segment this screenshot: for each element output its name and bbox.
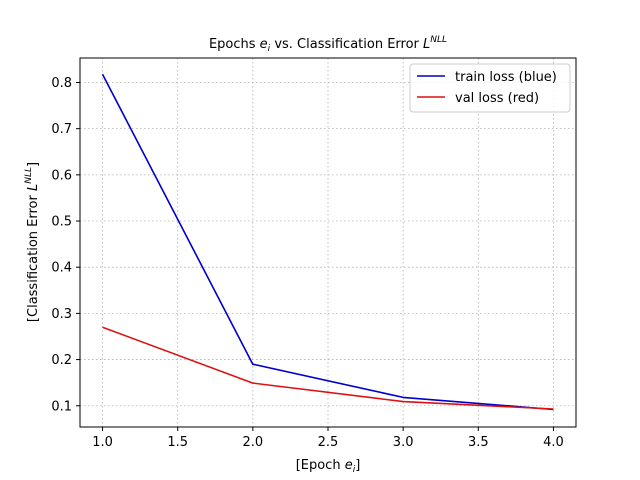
y-tick-label: 0.4	[51, 261, 72, 276]
x-axis-ticks: 1.0 1.5 2.0 2.5 3.0 3.5 4.0	[92, 427, 564, 450]
x-axis-label: [Epoch ei]	[296, 458, 361, 475]
x-tick-label: 4.0	[543, 435, 564, 450]
x-tick-label: 1.5	[167, 435, 188, 450]
val-loss-line	[102, 326, 554, 410]
chart-title: Epochs ei vs. Classification Error LNLL	[209, 35, 447, 54]
x-tick-label: 3.5	[468, 435, 489, 450]
y-axis-ticks: 0.1 0.2 0.3 0.4 0.5 0.6 0.7 0.8	[51, 76, 80, 414]
series-layer	[101, 73, 554, 411]
x-tick-label: 2.5	[318, 435, 339, 450]
x-tick-label: 2.0	[243, 435, 264, 450]
legend-box	[409, 63, 571, 113]
y-tick-label: 0.2	[51, 353, 72, 368]
y-tick-label: 0.6	[51, 168, 72, 183]
legend: train loss (blue) val loss (red)	[409, 63, 571, 113]
legend-label-train: train loss (blue)	[455, 70, 557, 85]
train-loss-line	[101, 73, 554, 411]
y-tick-label: 0.7	[51, 122, 72, 137]
y-tick-label: 0.3	[51, 307, 72, 322]
x-tick-label: 1.0	[92, 435, 113, 450]
x-tick-label: 3.0	[393, 435, 414, 450]
y-tick-label: 0.5	[51, 215, 72, 230]
y-tick-label: 0.1	[51, 399, 72, 414]
y-tick-label: 0.8	[51, 76, 72, 91]
y-axis-label: [Classification Error LNLL]	[24, 162, 41, 322]
grid	[80, 58, 576, 427]
legend-label-val: val loss (red)	[455, 91, 539, 106]
